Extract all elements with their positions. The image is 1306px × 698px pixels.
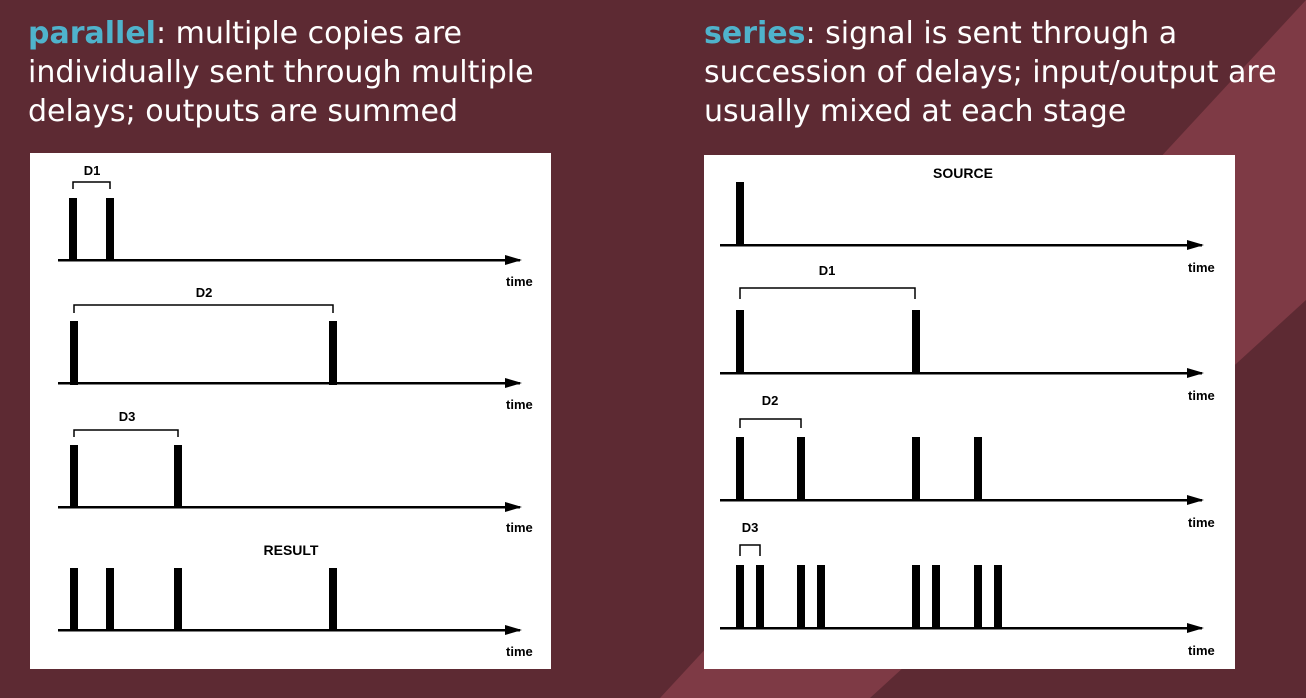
- parallel-description: : multiple copies are individually sent …: [28, 16, 534, 129]
- time-axis-label: time: [506, 520, 533, 535]
- impulse-bar: [329, 321, 337, 385]
- parallel-diagram: D1 D2 D3 RESULT time time time time: [30, 153, 551, 669]
- time-arrowhead: [1187, 623, 1204, 633]
- time-arrowhead: [505, 625, 522, 635]
- time-axis-label: time: [1188, 260, 1215, 275]
- d2-label: D2: [196, 285, 213, 300]
- impulse-bar: [736, 310, 744, 374]
- result-label: RESULT: [264, 542, 319, 558]
- impulse-bar: [817, 565, 825, 629]
- impulse-bar: [797, 437, 805, 501]
- impulse-bar: [174, 445, 182, 508]
- impulse-bar: [736, 565, 744, 629]
- impulse-bar: [174, 568, 182, 631]
- time-arrowhead: [1187, 495, 1204, 505]
- impulse-bar: [70, 445, 78, 508]
- time-axis: [58, 382, 520, 385]
- time-axis: [720, 627, 1202, 630]
- delay-bracket: [72, 181, 111, 189]
- time-arrowhead: [1187, 368, 1204, 378]
- impulse-bar: [69, 198, 77, 261]
- impulse-bar: [994, 565, 1002, 629]
- time-axis: [720, 499, 1202, 502]
- impulse-bar: [912, 310, 920, 374]
- impulse-bar: [329, 568, 337, 631]
- parallel-keyword: parallel: [28, 16, 156, 51]
- series-keyword: series: [704, 16, 806, 51]
- time-axis-label: time: [1188, 388, 1215, 403]
- impulse-bar: [70, 321, 78, 385]
- time-axis: [720, 372, 1202, 375]
- impulse-bar: [974, 437, 982, 501]
- series-description: : signal is sent through a succession of…: [704, 16, 1277, 129]
- delay-bracket: [739, 287, 916, 299]
- time-axis-label: time: [1188, 643, 1215, 658]
- d2-label: D2: [762, 393, 779, 408]
- impulse-bar: [912, 437, 920, 501]
- impulse-bar: [912, 565, 920, 629]
- time-axis: [58, 506, 520, 509]
- series-diagram-svg: SOURCE D1 D2 D3 time time time time: [720, 165, 1215, 658]
- impulse-bar: [797, 565, 805, 629]
- parallel-diagram-svg: D1 D2 D3 RESULT time time time time: [58, 163, 533, 659]
- impulse-bar: [106, 568, 114, 631]
- source-label: SOURCE: [933, 165, 993, 181]
- impulse-bar: [106, 198, 114, 261]
- parallel-heading: parallel: multiple copies are individual…: [28, 14, 608, 131]
- delay-bracket: [73, 429, 179, 437]
- time-arrowhead: [505, 378, 522, 388]
- time-axis: [720, 244, 1202, 247]
- d1-label: D1: [84, 163, 101, 178]
- impulse-bar: [736, 437, 744, 501]
- series-diagram: SOURCE D1 D2 D3 time time time time: [704, 155, 1235, 669]
- delay-bracket: [739, 418, 802, 428]
- time-arrowhead: [505, 502, 522, 512]
- time-arrowhead: [505, 255, 522, 265]
- time-axis-label: time: [506, 644, 533, 659]
- time-axis-label: time: [1188, 515, 1215, 530]
- impulse-bar: [736, 182, 744, 246]
- time-axis-label: time: [506, 274, 533, 289]
- impulse-bar: [974, 565, 982, 629]
- series-heading: series: signal is sent through a success…: [704, 14, 1294, 131]
- time-axis: [58, 259, 520, 262]
- d1-label: D1: [819, 263, 836, 278]
- delay-bracket: [73, 304, 334, 313]
- time-arrowhead: [1187, 240, 1204, 250]
- time-axis-label: time: [506, 397, 533, 412]
- time-axis: [58, 629, 520, 632]
- impulse-bar: [70, 568, 78, 631]
- impulse-bar: [756, 565, 764, 629]
- impulse-bar: [932, 565, 940, 629]
- d3-label: D3: [119, 409, 136, 424]
- delay-bracket: [739, 544, 761, 556]
- d3-label: D3: [742, 520, 759, 535]
